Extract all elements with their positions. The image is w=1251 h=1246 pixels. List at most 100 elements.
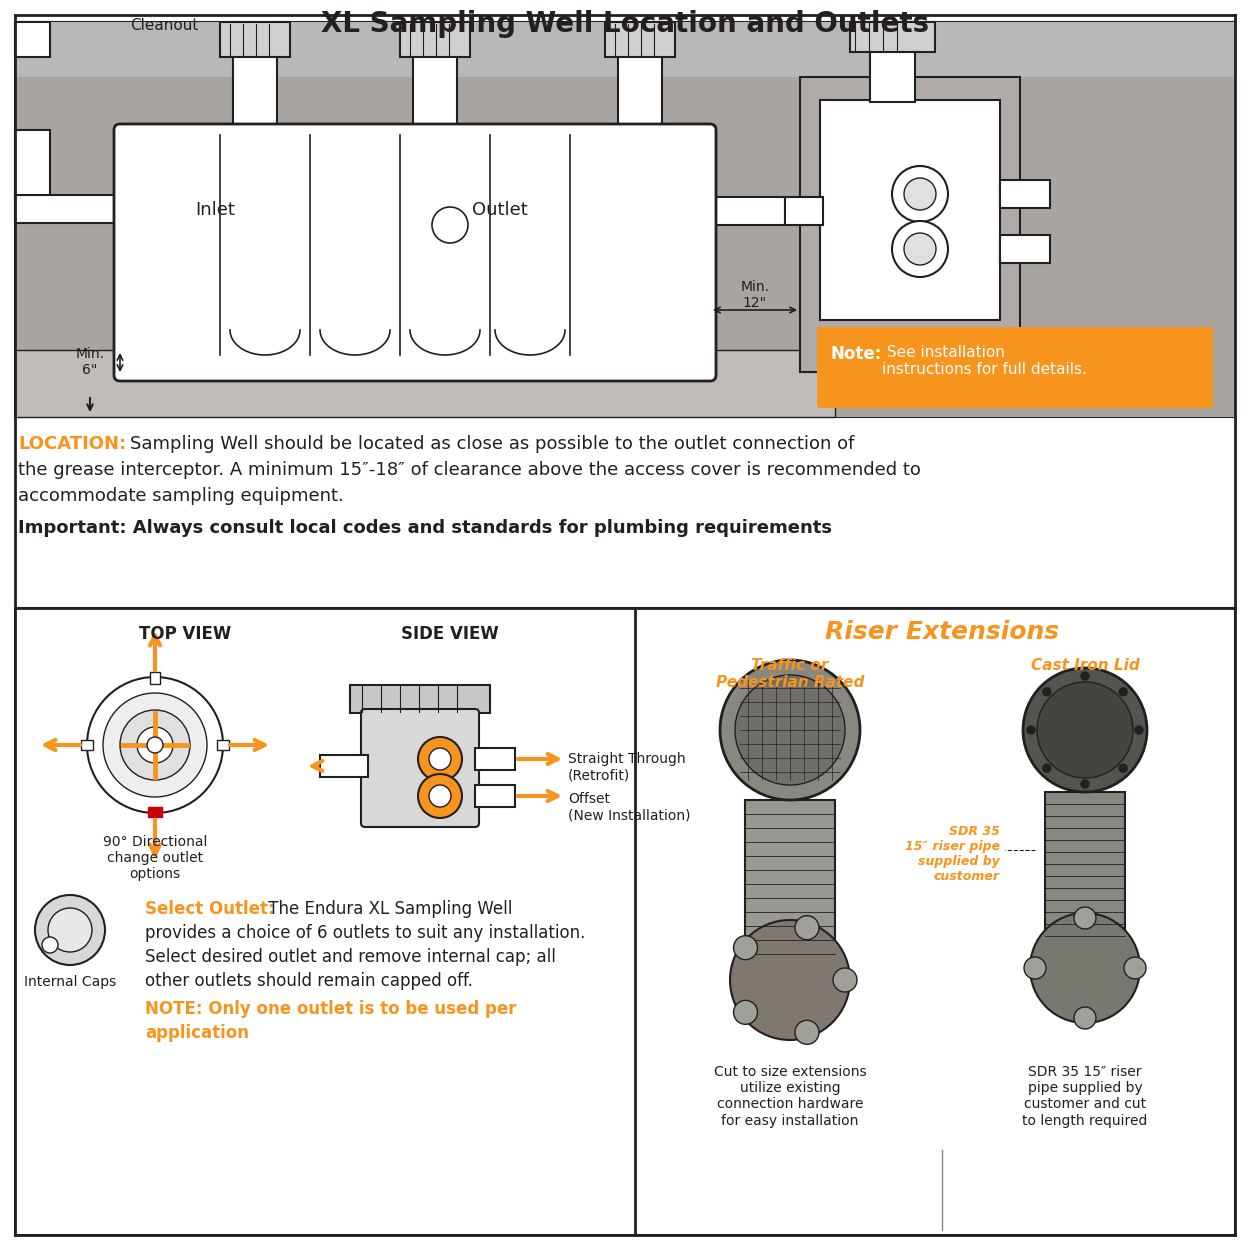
Bar [711, 197, 784, 226]
Circle shape [892, 166, 948, 222]
Circle shape [904, 233, 936, 265]
Text: TOP VIEW: TOP VIEW [139, 625, 231, 643]
Circle shape [120, 710, 190, 780]
Text: Select desired outlet and remove internal cap; all: Select desired outlet and remove interna… [145, 948, 555, 966]
Circle shape [138, 726, 173, 763]
Text: NOTE: Only one outlet is to be used per: NOTE: Only one outlet is to be used per [145, 1001, 517, 1018]
Bar [1000, 179, 1050, 208]
Bar [15, 608, 1235, 1235]
Bar [350, 685, 490, 713]
Circle shape [1030, 913, 1140, 1023]
Bar [15, 350, 834, 417]
Circle shape [733, 1001, 758, 1024]
Circle shape [43, 937, 58, 953]
Bar [475, 748, 515, 770]
Bar [605, 22, 676, 57]
Circle shape [88, 677, 223, 812]
Circle shape [733, 936, 758, 959]
Text: SDR 35
15″ riser pipe
supplied by
customer: SDR 35 15″ riser pipe supplied by custom… [904, 825, 1000, 883]
Text: Outlet: Outlet [472, 201, 528, 219]
Circle shape [1043, 764, 1051, 773]
Bar [15, 22, 1235, 417]
Bar [1000, 235, 1050, 263]
Text: the grease interceptor. A minimum 15″-18″ of clearance above the access cover is: the grease interceptor. A minimum 15″-18… [18, 461, 921, 478]
Bar [618, 55, 662, 133]
Circle shape [1025, 957, 1046, 979]
Text: Straight Through
(Retrofit): Straight Through (Retrofit) [568, 753, 686, 782]
Text: Cleanout: Cleanout [130, 17, 199, 32]
Circle shape [833, 968, 857, 992]
Bar [15, 22, 50, 57]
Circle shape [1120, 688, 1127, 695]
Text: XL Sampling Well Location and Outlets: XL Sampling Well Location and Outlets [322, 10, 929, 37]
Bar [15, 130, 50, 196]
Circle shape [1043, 688, 1051, 695]
Circle shape [1027, 726, 1035, 734]
Text: application: application [145, 1024, 249, 1042]
Text: See installation
instructions for full details.: See installation instructions for full d… [882, 345, 1087, 378]
Bar [413, 55, 457, 133]
Bar [799, 77, 1020, 373]
FancyBboxPatch shape [817, 326, 1213, 407]
Text: 90° Directional
change outlet
options: 90° Directional change outlet options [103, 835, 208, 881]
Circle shape [429, 785, 452, 807]
Circle shape [892, 221, 948, 277]
Circle shape [1123, 957, 1146, 979]
Text: Min.
6": Min. 6" [75, 346, 105, 378]
Text: Inlet: Inlet [195, 201, 235, 219]
Circle shape [432, 207, 468, 243]
Text: SIDE VIEW: SIDE VIEW [402, 625, 499, 643]
Circle shape [794, 1020, 819, 1044]
Text: provides a choice of 6 outlets to suit any installation.: provides a choice of 6 outlets to suit a… [145, 925, 585, 942]
Bar [869, 22, 914, 102]
Text: Important: Always consult local codes and standards for plumbing requirements: Important: Always consult local codes an… [18, 520, 832, 537]
Bar [849, 22, 934, 52]
Text: Min.
12": Min. 12" [741, 280, 769, 310]
Bar [15, 22, 1235, 77]
Bar [784, 197, 823, 226]
Text: Note:: Note: [829, 345, 882, 363]
Circle shape [1135, 726, 1143, 734]
Bar [81, 740, 93, 750]
Bar [1045, 792, 1125, 947]
Circle shape [418, 736, 462, 781]
Text: accommodate sampling equipment.: accommodate sampling equipment. [18, 487, 344, 505]
Text: Internal Caps: Internal Caps [24, 976, 116, 989]
Bar [233, 55, 276, 133]
Bar [400, 22, 470, 57]
Text: Sampling Well should be located as close as possible to the outlet connection of: Sampling Well should be located as close… [130, 435, 854, 454]
Circle shape [1120, 764, 1127, 773]
Circle shape [904, 178, 936, 211]
Circle shape [148, 736, 163, 753]
Text: Traffic or
Pedestrian Rated: Traffic or Pedestrian Rated [716, 658, 864, 690]
Bar [148, 807, 161, 817]
Text: other outlets should remain capped off.: other outlets should remain capped off. [145, 972, 473, 991]
Bar [475, 785, 515, 807]
Bar [15, 196, 120, 223]
Text: Riser Extensions: Riser Extensions [824, 621, 1060, 644]
Bar [746, 800, 834, 959]
FancyBboxPatch shape [362, 709, 479, 827]
Text: SDR 35 15″ riser
pipe supplied by
customer and cut
to length required: SDR 35 15″ riser pipe supplied by custom… [1022, 1065, 1147, 1128]
Circle shape [1023, 668, 1147, 792]
Circle shape [1075, 907, 1096, 930]
Circle shape [794, 916, 819, 939]
Text: LOCATION:: LOCATION: [18, 435, 126, 454]
Circle shape [48, 908, 93, 952]
Bar [216, 740, 229, 750]
Circle shape [721, 660, 859, 800]
Circle shape [1081, 780, 1090, 787]
Circle shape [1075, 1007, 1096, 1029]
Text: The Endura XL Sampling Well: The Endura XL Sampling Well [263, 900, 513, 918]
Bar [220, 22, 290, 57]
Bar [320, 755, 368, 778]
Bar [15, 77, 1235, 417]
Circle shape [736, 675, 844, 785]
Text: Cut to size extensions
utilize existing
connection hardware
for easy installatio: Cut to size extensions utilize existing … [713, 1065, 866, 1128]
Text: Select Outlet:: Select Outlet: [145, 900, 275, 918]
Circle shape [418, 774, 462, 819]
Circle shape [35, 895, 105, 964]
Text: Cast Iron Lid: Cast Iron Lid [1031, 658, 1140, 673]
Bar [819, 100, 1000, 320]
Circle shape [429, 748, 452, 770]
